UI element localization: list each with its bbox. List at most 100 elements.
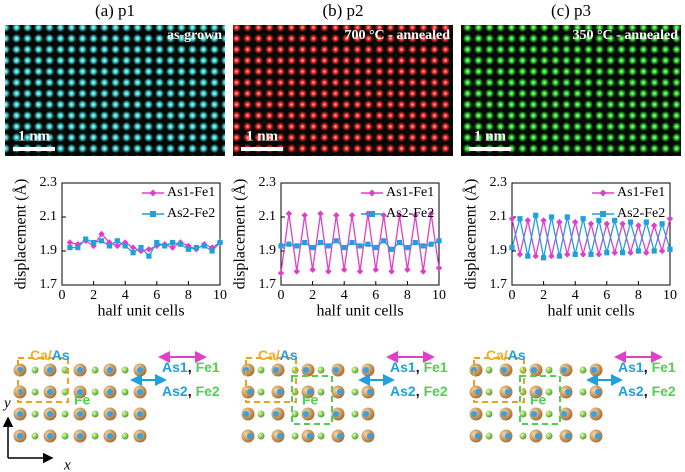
fe-atom (485, 366, 493, 374)
data-point (130, 250, 136, 256)
y-tick-label: 2.1 (490, 209, 508, 224)
legend-label: As2-Fe2 (617, 206, 665, 221)
as-atom (337, 433, 343, 439)
fe-atom (121, 432, 129, 440)
fe-atom (31, 388, 39, 396)
as-atom (501, 367, 507, 373)
legend-label: As2-Fe2 (386, 206, 434, 221)
fe-atom (579, 388, 587, 396)
data-point (185, 246, 191, 252)
panel-title: (a) p1 (95, 1, 135, 20)
as-atom (363, 367, 369, 373)
fe-atom (257, 366, 265, 374)
data-point (659, 221, 665, 227)
data-point (348, 212, 356, 219)
y-tick-label: 1.9 (490, 243, 508, 258)
as-atom (273, 411, 279, 417)
data-point (596, 217, 602, 223)
as-atom (17, 411, 23, 417)
as-atom (561, 367, 567, 373)
as-atom (77, 389, 83, 395)
as-atom (77, 411, 83, 417)
data-point (294, 243, 300, 249)
data-point (309, 266, 316, 273)
data-point (333, 212, 340, 219)
x-tick-label: 10 (213, 288, 227, 303)
y-tick-label: 2.1 (40, 209, 58, 224)
data-point (325, 268, 332, 275)
microscopy-image (233, 25, 453, 156)
as-label: As (508, 347, 526, 363)
data-point (580, 216, 586, 222)
as-atom (47, 389, 53, 395)
panel-title: (b) p2 (322, 1, 363, 20)
data-point (579, 251, 587, 258)
as-atom (501, 411, 507, 417)
data-point (572, 218, 579, 226)
site-label-part: , (416, 383, 420, 399)
data-point (325, 243, 331, 249)
site-label-part: As1 (618, 359, 644, 375)
as-atom (47, 433, 53, 439)
data-point (341, 266, 348, 273)
data-point (129, 244, 137, 251)
site-label-part: As2 (390, 383, 416, 399)
data-point (635, 248, 641, 254)
site-label-part: , (644, 383, 648, 399)
data-point (162, 243, 168, 249)
as-atom (47, 367, 53, 373)
data-point (667, 246, 673, 252)
as-atom (247, 389, 253, 395)
as-label: As (280, 347, 298, 363)
fe-atom (121, 410, 129, 418)
data-point (435, 264, 443, 272)
as-atom (307, 389, 313, 395)
fe-atom (317, 410, 325, 418)
y-axis-label: y (2, 395, 11, 411)
site-label-part: , (188, 359, 192, 375)
as-label: As (52, 347, 70, 363)
data-point (420, 268, 427, 275)
fe-atom (61, 432, 69, 440)
data-point (277, 269, 285, 277)
as-atom (47, 411, 53, 417)
data-point (517, 216, 523, 222)
as-atom (595, 389, 601, 395)
site-label: As1, Fe1 (390, 359, 448, 375)
x-tick-label: 10 (432, 288, 446, 303)
data-point (373, 245, 379, 251)
data-point (556, 253, 562, 259)
y-tick-label: 1.9 (40, 243, 58, 258)
as-atom (363, 411, 369, 417)
y-axis-title: displacement (Å) (231, 179, 249, 290)
data-point (146, 253, 152, 259)
fe-atom (61, 410, 69, 418)
data-point (106, 243, 112, 249)
data-point (620, 250, 626, 256)
x-tick-label: 2 (90, 288, 97, 303)
x-axis-title: half unit cells (316, 303, 403, 320)
fe-atom (317, 388, 325, 396)
ca-label: Ca/ (258, 347, 280, 363)
data-point (293, 268, 300, 275)
as-atom (475, 389, 481, 395)
data-point (525, 253, 531, 259)
site-label-part: As1 (162, 359, 188, 375)
data-point (66, 239, 74, 246)
fe-atom (579, 410, 587, 418)
fe-cell-box (519, 375, 561, 425)
as-atom (137, 411, 143, 417)
data-point (588, 251, 594, 257)
site-label-part: Fe2 (424, 383, 448, 399)
data-point (595, 251, 603, 258)
y-tick-label: 2.3 (490, 175, 508, 190)
data-point (635, 222, 642, 229)
data-point (137, 247, 145, 255)
data-point (106, 239, 113, 246)
data-point (604, 250, 610, 256)
fe-atom (485, 410, 493, 418)
cell-label: Ca/As (30, 347, 70, 363)
plot-frame (511, 182, 671, 286)
data-point (365, 241, 371, 247)
plot-frame (61, 182, 221, 286)
